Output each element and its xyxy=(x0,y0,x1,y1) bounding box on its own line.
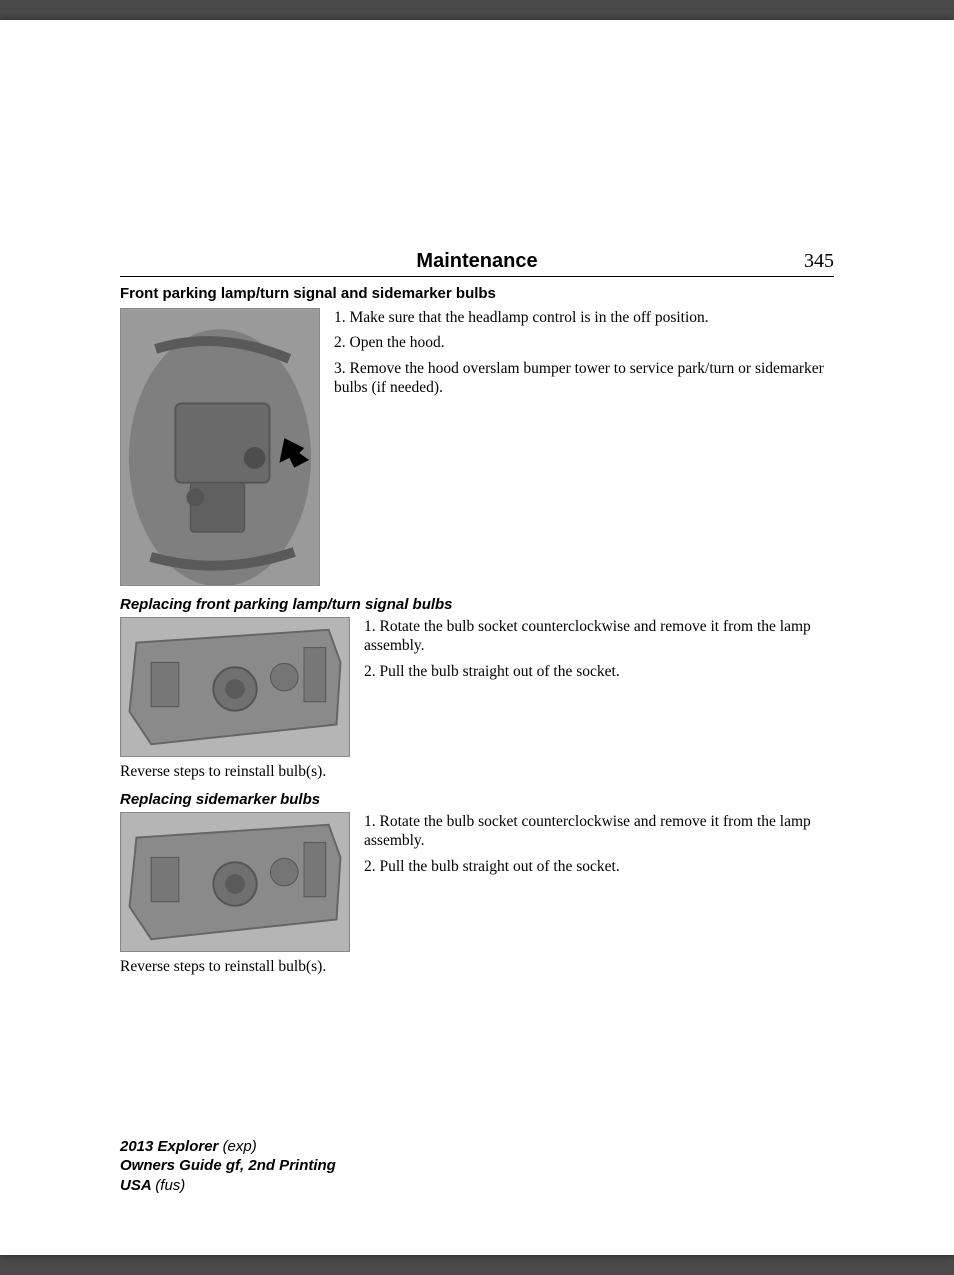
page-number: 345 xyxy=(754,250,834,273)
figure-headlamp-assembly-2 xyxy=(120,812,350,952)
step-text: 1. Rotate the bulb socket counterclockwi… xyxy=(364,812,834,851)
page-footer: 2013 Explorer (exp) Owners Guide gf, 2nd… xyxy=(120,1137,336,1196)
after-text-3: Reverse steps to reinstall bulb(s). xyxy=(120,958,834,976)
step-text: 2. Pull the bulb straight out of the soc… xyxy=(364,857,834,876)
content-block-3: 1. Rotate the bulb socket counterclockwi… xyxy=(120,812,834,952)
step-text: 2. Open the hood. xyxy=(334,333,834,352)
content-block-1: 1. Make sure that the headlamp control i… xyxy=(120,308,834,586)
step-text: 2. Pull the bulb straight out of the soc… xyxy=(364,662,834,681)
section-heading-3: Replacing sidemarker bulbs xyxy=(120,791,834,808)
footer-region: USA xyxy=(120,1177,155,1194)
steps-col-2: 1. Rotate the bulb socket counterclockwi… xyxy=(364,617,834,687)
page-header: Maintenance 345 xyxy=(120,250,834,277)
steps-col-1: 1. Make sure that the headlamp control i… xyxy=(334,308,834,404)
step-text: 3. Remove the hood overslam bumper tower… xyxy=(334,359,834,398)
footer-line-3: USA (fus) xyxy=(120,1176,336,1196)
section-heading-1: Front parking lamp/turn signal and sidem… xyxy=(120,285,834,302)
footer-line-2: Owners Guide gf, 2nd Printing xyxy=(120,1156,336,1176)
section-heading-2: Replacing front parking lamp/turn signal… xyxy=(120,596,834,613)
step-text: 1. Make sure that the headlamp control i… xyxy=(334,308,834,327)
steps-col-3: 1. Rotate the bulb socket counterclockwi… xyxy=(364,812,834,882)
content-block-2: 1. Rotate the bulb socket counterclockwi… xyxy=(120,617,834,757)
step-text: 1. Rotate the bulb socket counterclockwi… xyxy=(364,617,834,656)
footer-line-1: 2013 Explorer (exp) xyxy=(120,1137,336,1157)
after-text-2: Reverse steps to reinstall bulb(s). xyxy=(120,763,834,781)
document-page: Maintenance 345 Front parking lamp/turn … xyxy=(0,20,954,1255)
footer-model: 2013 Explorer xyxy=(120,1138,223,1155)
footer-region-code: (fus) xyxy=(155,1177,185,1194)
footer-code: (exp) xyxy=(223,1138,257,1155)
figure-hood-bumper xyxy=(120,308,320,586)
figure-headlamp-assembly-1 xyxy=(120,617,350,757)
chapter-title: Maintenance xyxy=(200,250,754,273)
